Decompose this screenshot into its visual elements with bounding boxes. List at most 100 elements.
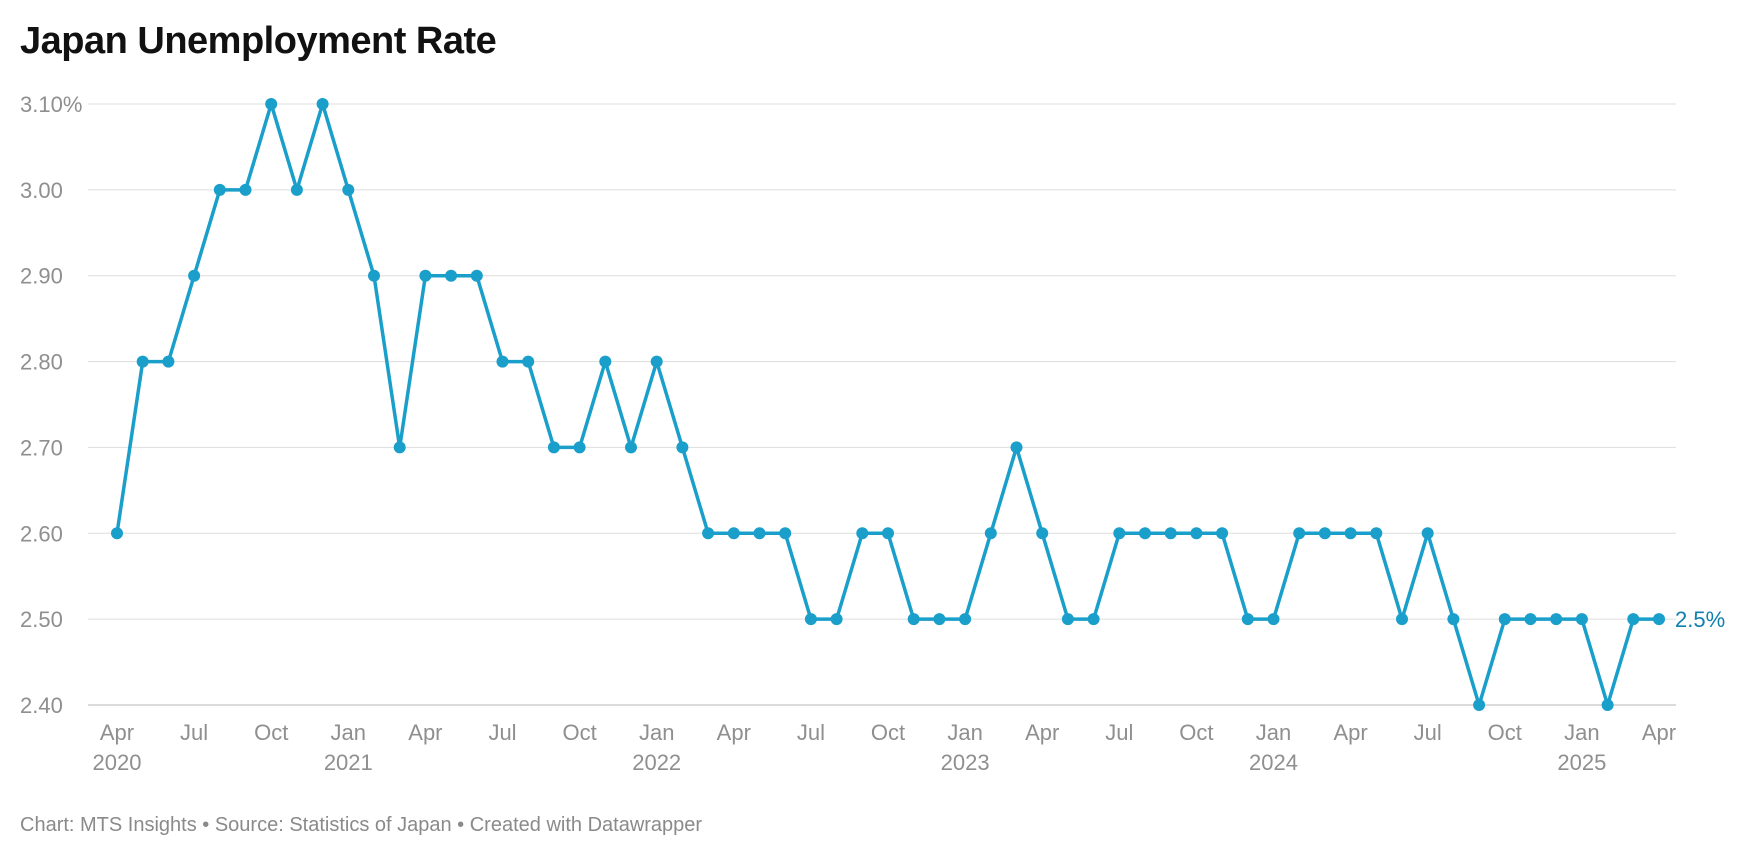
data-point [1447, 613, 1460, 626]
x-tick-year-label: 2020 [93, 750, 142, 775]
x-tick-label: Jan [1564, 720, 1599, 745]
data-point [445, 269, 458, 282]
data-point [547, 441, 560, 454]
x-tick-year-label: 2022 [632, 750, 681, 775]
data-point [984, 527, 997, 540]
data-point [162, 355, 175, 368]
data-point [1653, 613, 1665, 626]
x-tick-label: Jul [1414, 720, 1442, 745]
x-tick-year-label: 2025 [1557, 750, 1606, 775]
data-point [111, 527, 123, 540]
data-point [239, 183, 252, 196]
data-point [882, 527, 894, 540]
data-point [1241, 613, 1254, 626]
end-label-group: 2.5% [1675, 607, 1725, 632]
data-point [1318, 527, 1331, 540]
y-tick-label: 2.60 [20, 521, 63, 546]
data-point [1370, 527, 1383, 540]
x-tick-label: Jan [331, 720, 366, 745]
x-tick-label: Oct [254, 720, 288, 745]
data-point [753, 527, 766, 540]
x-tick-label: Jan [1256, 720, 1291, 745]
x-tick-year-label: 2024 [1249, 750, 1298, 775]
data-point [779, 527, 792, 540]
data-point [1421, 527, 1434, 540]
x-tick-year-label: 2023 [941, 750, 990, 775]
x-tick-label: Apr [1642, 720, 1676, 745]
data-point [933, 613, 946, 626]
data-point [1190, 527, 1203, 540]
data-point [1139, 527, 1151, 540]
y-tick-label: 3.10% [20, 92, 82, 117]
data-point [573, 441, 586, 454]
x-tick-label: Jan [639, 720, 674, 745]
data-point [1344, 527, 1357, 540]
y-axis: 2.40 2.50 2.60 2.70 2.80 2.90 3.00 3.10% [20, 92, 82, 718]
data-point [1267, 613, 1280, 626]
x-tick-label: Oct [562, 720, 596, 745]
data-point [1396, 613, 1408, 626]
data-point [676, 441, 689, 454]
data-point [342, 183, 355, 196]
data-point [1164, 527, 1177, 540]
data-point [393, 441, 406, 454]
data-point [599, 355, 612, 368]
data-point [1061, 613, 1074, 626]
x-tick-label: Jul [797, 720, 825, 745]
data-point [1113, 527, 1126, 540]
x-tick-label: Jul [1105, 720, 1133, 745]
data-point [419, 269, 432, 282]
y-tick-label: 2.50 [20, 607, 63, 632]
data-point [1216, 527, 1229, 540]
y-tick-label: 2.90 [20, 264, 63, 289]
y-tick-label: 2.70 [20, 435, 63, 460]
x-tick-label: Oct [1179, 720, 1213, 745]
gridlines [88, 103, 1676, 706]
x-axis: Apr 2020 Jul Oct Jan 2021 Apr Jul Oct Jan 2022 Apr J… [93, 720, 1677, 775]
data-point [188, 269, 201, 282]
chart-footer: Chart: MTS Insights • Source: Statistics… [20, 814, 703, 836]
data-point [625, 441, 637, 454]
data-point [136, 355, 149, 368]
x-tick-label: Apr [717, 720, 751, 745]
data-point [727, 527, 740, 540]
y-tick-label: 2.40 [20, 693, 63, 718]
end-value-label: 2.5% [1675, 607, 1725, 632]
x-tick-label: Apr [408, 720, 442, 745]
data-point [1498, 613, 1511, 626]
data-point [290, 183, 303, 196]
data-point [1601, 699, 1614, 711]
data-point [213, 183, 226, 196]
data-point [804, 613, 817, 626]
x-tick-label: Jul [180, 720, 208, 745]
x-tick-year-label: 2021 [324, 750, 373, 775]
data-point [316, 98, 329, 110]
data-point [907, 613, 920, 626]
data-point [1036, 527, 1049, 540]
data-point [702, 527, 715, 540]
y-tick-label: 3.00 [20, 178, 63, 203]
x-tick-label: Apr [1333, 720, 1367, 745]
data-point [1087, 613, 1100, 626]
data-point [1575, 613, 1588, 626]
data-point [1627, 613, 1640, 626]
data-point [1010, 441, 1023, 454]
x-tick-label: Oct [871, 720, 905, 745]
data-point [496, 355, 509, 368]
data-point [470, 269, 483, 282]
data-point [830, 613, 843, 626]
data-point [650, 355, 663, 368]
data-point [265, 98, 278, 110]
data-point [1293, 527, 1306, 540]
data-point [959, 613, 972, 626]
x-tick-label: Apr [100, 720, 134, 745]
data-point [522, 355, 535, 368]
data-point [1524, 613, 1537, 626]
x-tick-label: Oct [1488, 720, 1522, 745]
data-point [368, 269, 380, 282]
x-tick-label: Apr [1025, 720, 1059, 745]
y-tick-label: 2.80 [20, 350, 63, 375]
x-tick-label: Jan [947, 720, 982, 745]
